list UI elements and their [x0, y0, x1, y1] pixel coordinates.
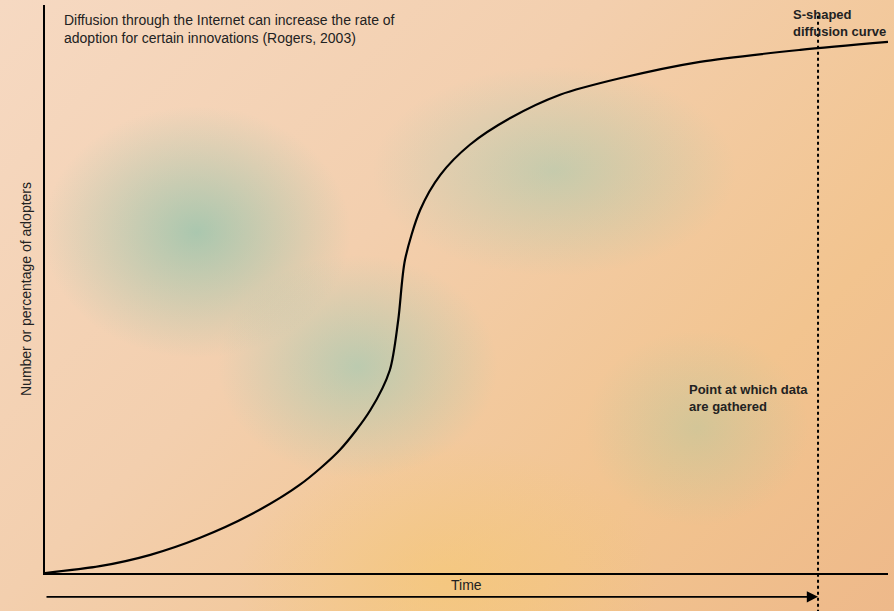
svg-text:Time: Time: [451, 577, 482, 593]
svg-text:Point at which dataare gathere: Point at which dataare gathered: [689, 382, 808, 414]
svg-text:S-shapeddiffusion curve: S-shapeddiffusion curve: [793, 7, 886, 39]
svg-text:Diffusion through the Internet: Diffusion through the Internet can incre…: [64, 12, 395, 46]
svg-text:Number or percentage of adopte: Number or percentage of adopters: [18, 182, 34, 396]
